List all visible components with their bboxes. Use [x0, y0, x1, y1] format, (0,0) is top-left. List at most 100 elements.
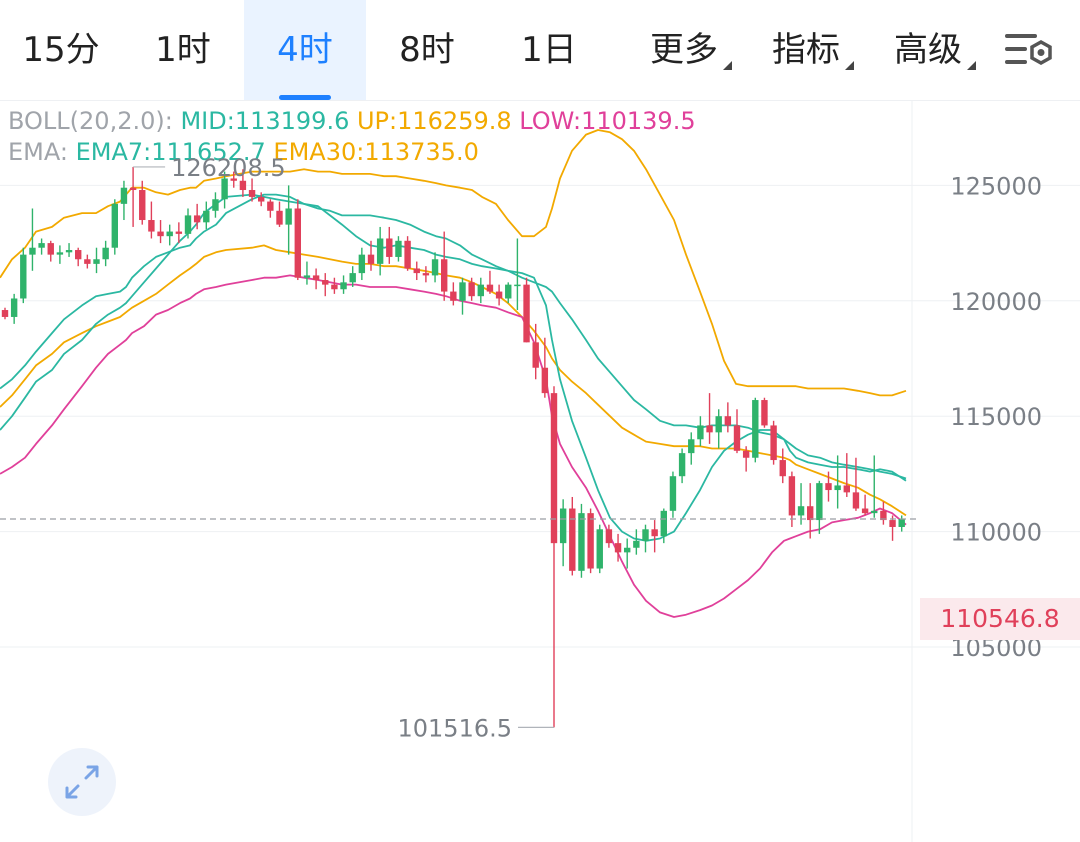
- candle-body: [29, 247, 36, 255]
- settings-sliders-icon[interactable]: [1003, 30, 1055, 70]
- candle-body: [395, 240, 402, 257]
- dropdown-triangle-icon: [967, 61, 976, 70]
- candle-body: [550, 393, 558, 544]
- candle-body: [495, 291, 503, 299]
- candle-body: [752, 400, 759, 458]
- candle-body: [633, 540, 640, 548]
- indicator-legend: BOLL(20,2.0): MID:113199.6 UP:116259.8 L…: [8, 106, 696, 168]
- boll-mid-line: [0, 193, 907, 480]
- candle-body: [477, 284, 484, 297]
- ema-label: EMA:: [8, 138, 68, 166]
- tab-8h[interactable]: 8时: [366, 0, 488, 100]
- candle-body: [779, 460, 786, 477]
- active-tab-indicator: [279, 95, 331, 100]
- candle-body: [413, 268, 420, 274]
- candle-body: [166, 231, 173, 237]
- candle-body: [706, 425, 713, 433]
- candle-body: [605, 529, 613, 544]
- candle-body: [788, 476, 796, 516]
- candle-body: [203, 210, 210, 223]
- tab-more-dropdown[interactable]: 更多: [638, 0, 732, 100]
- candle-body: [541, 367, 549, 394]
- candlestick-chart[interactable]: 125000120000115000110000105000126208.510…: [0, 100, 1080, 842]
- boll-lower-line: [0, 274, 907, 618]
- candle-body: [148, 220, 155, 232]
- candle-body: [340, 282, 347, 290]
- candle-body: [294, 208, 301, 278]
- ema30-value: EMA30:113735.0: [273, 138, 479, 166]
- candle-body: [75, 250, 82, 260]
- candle-body: [212, 199, 219, 211]
- candle-body: [93, 259, 100, 264]
- ema7-line: [0, 193, 907, 542]
- candle-body: [248, 190, 256, 197]
- ema30-line: [0, 244, 907, 517]
- tab-label: 1时: [155, 30, 211, 70]
- candle-body: [386, 238, 393, 257]
- candle-body: [267, 201, 274, 211]
- candle-body: [1, 310, 9, 317]
- candle-body: [569, 508, 576, 571]
- tab-label: 8时: [399, 30, 455, 70]
- candle-body: [139, 190, 146, 221]
- candle-body: [468, 282, 475, 297]
- candle-body: [770, 425, 777, 461]
- candle-body: [129, 187, 137, 191]
- candle-body: [578, 513, 585, 571]
- candle-body: [742, 450, 750, 458]
- boll-mid-value: MID:113199.6: [180, 107, 350, 135]
- candle-body: [376, 238, 384, 264]
- candle-body: [111, 203, 118, 248]
- expand-chart-button[interactable]: [48, 748, 116, 816]
- candle-body: [230, 178, 237, 181]
- candle-body: [889, 520, 896, 527]
- candle-body: [807, 506, 814, 521]
- boll-up-value: UP:116259.8: [356, 107, 512, 135]
- high-price-label: 126208.5: [171, 154, 286, 182]
- boll-upper-line: [0, 129, 907, 397]
- tab-advanced-dropdown[interactable]: 高级: [882, 0, 976, 100]
- candle-body: [697, 425, 704, 440]
- tab-1d[interactable]: 1日: [488, 0, 610, 100]
- candle-body: [193, 215, 201, 223]
- candle-body: [642, 529, 649, 541]
- ema-legend: EMA: EMA7:111652.7 EMA30:113735.0: [8, 137, 696, 168]
- tab-label: 4时: [277, 30, 333, 70]
- tab-4h[interactable]: 4时: [244, 0, 366, 100]
- candle-body: [175, 231, 183, 234]
- y-axis-tick-label: 115000: [950, 403, 1042, 431]
- candle-body: [10, 298, 18, 317]
- candle-body: [367, 254, 375, 264]
- candle-body: [898, 518, 905, 527]
- candle-body: [157, 231, 164, 237]
- candle-body: [84, 259, 91, 264]
- tab-indicators-dropdown[interactable]: 指标: [760, 0, 854, 100]
- boll-low-value: LOW:110139.5: [519, 107, 696, 135]
- candle-body: [239, 180, 247, 191]
- tab-15m[interactable]: 15分: [0, 0, 122, 100]
- candle-body: [523, 284, 530, 343]
- candle-body: [587, 513, 594, 569]
- candle-body: [441, 259, 448, 292]
- candle-body: [322, 280, 329, 285]
- tab-1h[interactable]: 1时: [122, 0, 244, 100]
- candle-body: [20, 254, 27, 299]
- tab-label: 1日: [521, 30, 577, 70]
- y-axis-tick-label: 110000: [950, 519, 1042, 547]
- candle-body: [559, 508, 567, 544]
- candle-body: [688, 439, 695, 454]
- candle-body: [450, 291, 457, 301]
- candle-body: [505, 284, 512, 299]
- candle-body: [65, 250, 73, 253]
- candle-body: [56, 252, 64, 255]
- tab-label: 高级: [894, 30, 962, 70]
- candle-body: [724, 416, 732, 426]
- candle-body: [331, 284, 338, 290]
- candle-body: [825, 483, 832, 491]
- tab-label: 更多: [650, 30, 718, 70]
- candle-body: [624, 547, 631, 553]
- candle-body: [797, 506, 805, 516]
- candle-body: [221, 178, 228, 200]
- candle-body: [678, 453, 686, 477]
- candle-body: [120, 187, 128, 204]
